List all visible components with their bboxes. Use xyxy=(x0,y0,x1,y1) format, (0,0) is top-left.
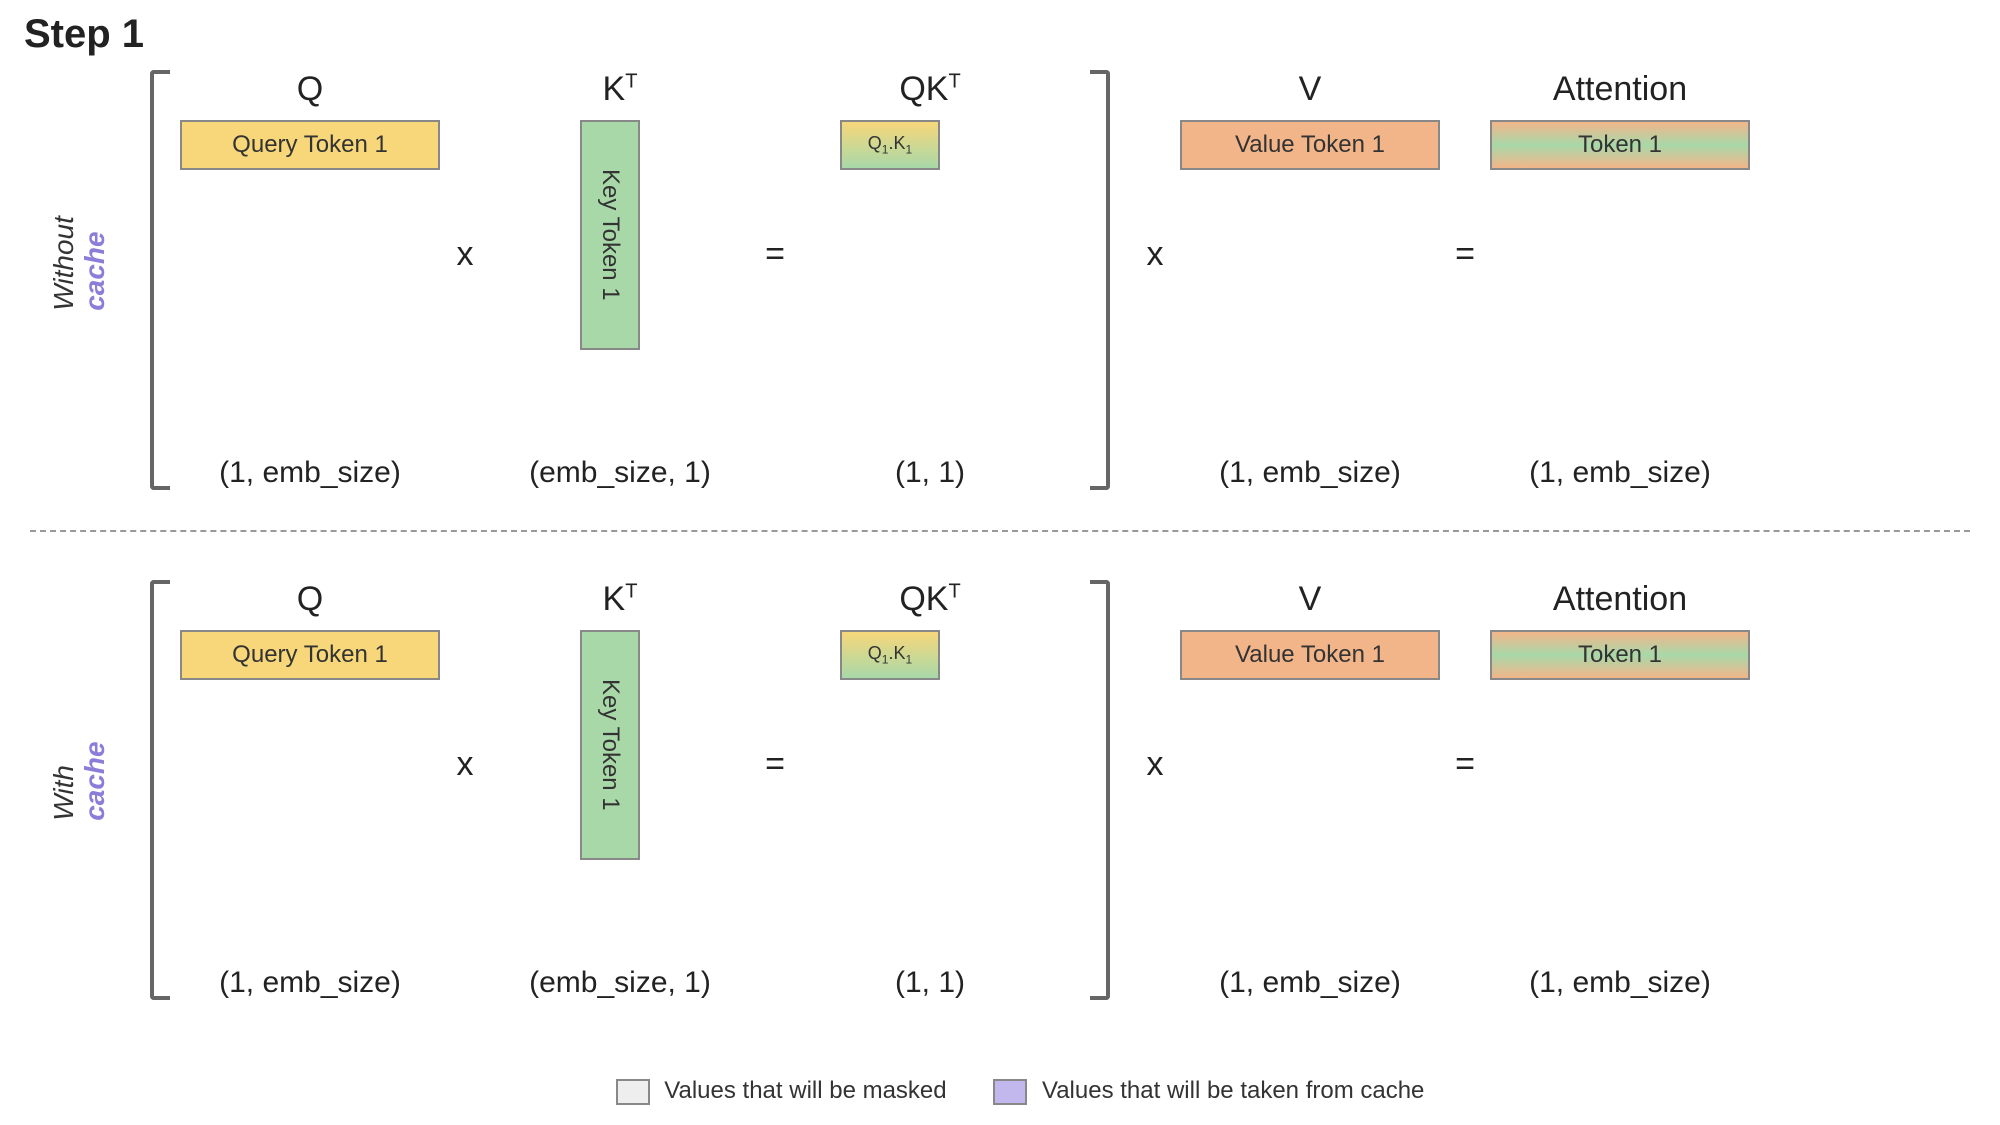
token-attn-bottom-label: Token 1 xyxy=(1578,641,1662,669)
token-qk-bottom: Q1.K1 xyxy=(840,630,940,680)
hdr-v-top: V xyxy=(1180,70,1440,109)
step-title: Step 1 xyxy=(24,12,144,57)
row-label-with-cache: cache xyxy=(80,781,111,821)
token-attn-bottom: Token 1 xyxy=(1490,630,1750,680)
hdr-qk-top: QKT xyxy=(800,70,1060,109)
token-qk-bottom-label: Q1.K1 xyxy=(868,643,912,667)
dim-qk-top: (1, 1) xyxy=(800,456,1060,490)
panel-without-cache: Q (1, emb_size) Query Token 1 x KT (emb_… xyxy=(150,60,1930,500)
legend: Values that will be masked Values that w… xyxy=(0,1077,2000,1105)
dim-attn-bottom: (1, emb_size) xyxy=(1490,966,1750,1000)
token-value-bottom-label: Value Token 1 xyxy=(1235,641,1385,669)
row-label-with: With cache xyxy=(49,781,111,821)
legend-cached-label: Values that will be taken from cache xyxy=(1042,1077,1424,1104)
token-query-top: Query Token 1 xyxy=(180,120,440,170)
hdr-attn-bottom: Attention xyxy=(1490,580,1750,619)
token-key-top-label: Key Token 1 xyxy=(596,169,624,301)
hdr-v-bottom: V xyxy=(1180,580,1440,619)
token-attn-top: Token 1 xyxy=(1490,120,1750,170)
hdr-qk-bottom: QKT xyxy=(800,580,1060,619)
token-key-top: Key Token 1 xyxy=(580,120,640,350)
token-attn-top-label: Token 1 xyxy=(1578,131,1662,159)
dim-qk-bottom: (1, 1) xyxy=(800,966,1060,1000)
op-times1-bottom: x xyxy=(450,745,480,784)
hdr-q-bottom: Q xyxy=(180,580,440,619)
op-eq1-bottom: = xyxy=(760,745,790,784)
row-label-without-text: Without xyxy=(48,216,79,311)
token-qk-top: Q1.K1 xyxy=(840,120,940,170)
legend-masked-label: Values that will be masked xyxy=(664,1077,946,1104)
hdr-k-top: KT xyxy=(490,70,750,109)
panel-with-cache: Q (1, emb_size) Query Token 1 x KT (emb_… xyxy=(150,570,1930,1010)
token-key-bottom: Key Token 1 xyxy=(580,630,640,860)
bracket-right-top xyxy=(1090,70,1110,490)
row-label-without-cache: cache xyxy=(80,271,111,311)
bracket-left-top xyxy=(150,70,170,490)
op-times2-bottom: x xyxy=(1140,745,1170,784)
op-eq2-top: = xyxy=(1450,235,1480,274)
row-label-without: Without cache xyxy=(49,271,111,311)
dim-q-bottom: (1, emb_size) xyxy=(180,966,440,1000)
op-eq2-bottom: = xyxy=(1450,745,1480,784)
legend-swatch-masked xyxy=(616,1079,650,1105)
hdr-attn-top: Attention xyxy=(1490,70,1750,109)
token-value-top-label: Value Token 1 xyxy=(1235,131,1385,159)
op-times1-top: x xyxy=(450,235,480,274)
token-value-top: Value Token 1 xyxy=(1180,120,1440,170)
dim-v-bottom: (1, emb_size) xyxy=(1180,966,1440,1000)
dim-k-bottom: (emb_size, 1) xyxy=(490,966,750,1000)
op-eq1-top: = xyxy=(760,235,790,274)
op-times2-top: x xyxy=(1140,235,1170,274)
token-query-bottom: Query Token 1 xyxy=(180,630,440,680)
token-value-bottom: Value Token 1 xyxy=(1180,630,1440,680)
row-label-with-text: With xyxy=(48,765,79,821)
dim-q-top: (1, emb_size) xyxy=(180,456,440,490)
dim-attn-top: (1, emb_size) xyxy=(1490,456,1750,490)
divider xyxy=(30,530,1970,532)
hdr-q-top: Q xyxy=(180,70,440,109)
dim-k-top: (emb_size, 1) xyxy=(490,456,750,490)
bracket-right-bottom xyxy=(1090,580,1110,1000)
token-query-top-label: Query Token 1 xyxy=(232,131,388,159)
token-query-bottom-label: Query Token 1 xyxy=(232,641,388,669)
bracket-left-bottom xyxy=(150,580,170,1000)
token-key-bottom-label: Key Token 1 xyxy=(596,679,624,811)
legend-swatch-cached xyxy=(993,1079,1027,1105)
dim-v-top: (1, emb_size) xyxy=(1180,456,1440,490)
token-qk-top-label: Q1.K1 xyxy=(868,133,912,157)
hdr-k-bottom: KT xyxy=(490,580,750,619)
